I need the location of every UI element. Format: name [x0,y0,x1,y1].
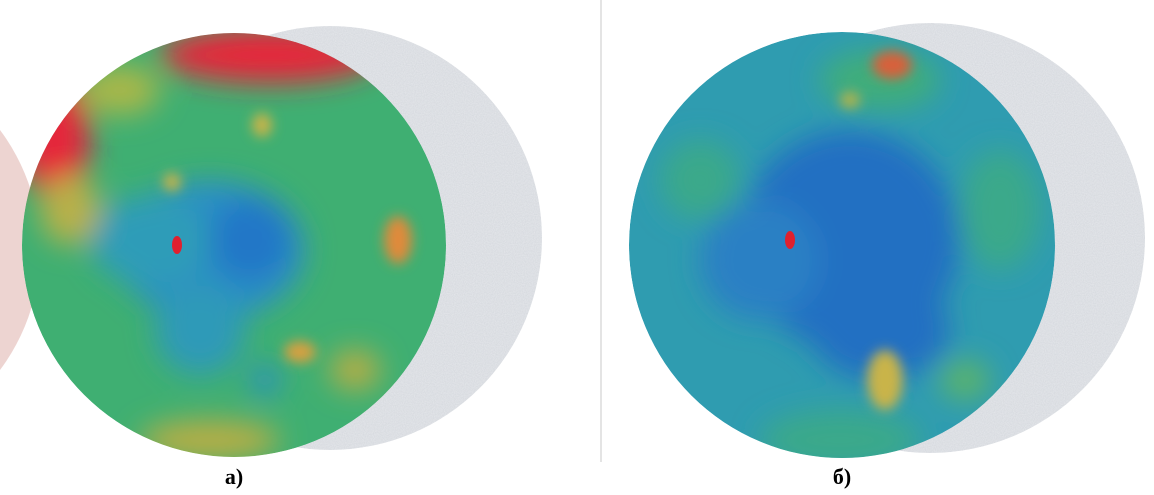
figure: а) б) [0,0,1154,495]
panel-label: а) [225,464,243,489]
panel-a: а) [0,20,550,489]
panel-label: б) [833,464,851,489]
page: а) б) [0,0,1154,495]
